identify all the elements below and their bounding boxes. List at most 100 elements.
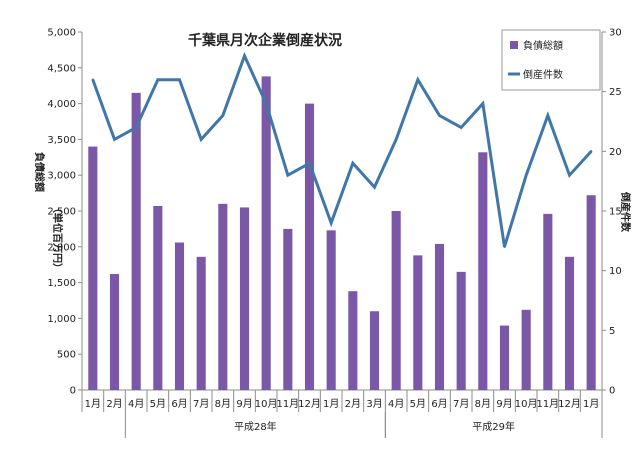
x-tick-label: 2月 [106, 398, 122, 410]
left-tick-label: 3,000 [47, 171, 76, 182]
x-tick-label: 5月 [410, 398, 426, 410]
right-tick-label: 20 [609, 147, 622, 158]
x-tick-label: 9月 [236, 398, 252, 410]
left-tick-label: 4,000 [47, 99, 76, 110]
legend-box [501, 29, 601, 91]
debt-bar [434, 243, 445, 390]
right-tick-label: 5 [609, 326, 615, 337]
debt-bar [109, 274, 120, 390]
bankruptcy-count-point [438, 114, 441, 117]
debt-bar [499, 325, 510, 390]
debt-bar [413, 255, 423, 390]
bankruptcy-count-point [394, 138, 398, 141]
right-tick-label: 25 [609, 87, 622, 98]
debt-bar [153, 205, 163, 390]
bankruptcy-count-point [503, 245, 506, 248]
debt-bar [88, 146, 98, 390]
bankruptcy-count-point [264, 102, 268, 105]
bankruptcy-count-point [568, 174, 571, 177]
left-axis-title-unit: （単位百万円） [51, 203, 64, 273]
bankruptcy-count-point [329, 221, 333, 225]
bankruptcy-count-point [156, 78, 160, 81]
debt-bar [326, 230, 336, 390]
x-tick-label: 3月 [366, 398, 382, 410]
bankruptcy-count-point [373, 185, 376, 189]
debt-bar [239, 207, 250, 390]
x-tick-label: 4月 [388, 398, 404, 410]
x-tick-label: 1月 [583, 398, 599, 410]
bankruptcy-count-point [243, 54, 246, 58]
bankruptcy-count-point [91, 78, 95, 81]
left-axis-title-main: 負債総額 [33, 152, 46, 192]
left-axis-title: 負債総額 （単位百万円） [33, 152, 64, 273]
x-tick-label: 4月 [128, 398, 144, 410]
bankruptcy-count-line [91, 51, 593, 248]
debt-bar [218, 203, 228, 390]
legend: 負債総額 倒産件数 [501, 29, 601, 91]
right-axis-title: 倒産件数 [619, 191, 632, 233]
debt-bar [283, 228, 293, 390]
bankruptcy-count-point [459, 126, 463, 129]
right-tick-label: 0 [609, 386, 615, 397]
bankruptcy-count-point [199, 138, 203, 141]
x-tick-label: 7月 [193, 398, 209, 410]
x-tick-label: 1月 [323, 398, 339, 410]
debt-bar [564, 256, 575, 390]
left-tick-label: 1,000 [47, 314, 76, 325]
debt-bar [304, 103, 315, 390]
chart-title: 千葉県月次企業倒産状況 [188, 32, 342, 49]
debt-bar [196, 256, 206, 390]
plot-area: 0 500 1,000 1,500 2,000 2,500 3,000 3,500 4,000 4… [47, 28, 622, 438]
legend-line-label: 倒産件数 [523, 68, 563, 81]
x-tick-label: 6月 [431, 398, 447, 410]
x-tick-label: 8月 [215, 398, 231, 410]
right-tick-label: 15 [609, 207, 622, 218]
debt-bar [521, 309, 531, 390]
bankruptcy-count-point [134, 126, 138, 129]
debt-bar [174, 242, 185, 390]
x-tick-label: 1月 [85, 398, 101, 410]
x-tick-label: 11月 [536, 398, 559, 410]
x-tick-label: 2月 [345, 398, 361, 410]
bankruptcy-count-point [178, 78, 181, 81]
debt-bar [543, 213, 553, 390]
group-label: 平成28年 [234, 420, 277, 433]
bankruptcy-count-point [416, 78, 420, 81]
debt-bar [456, 271, 466, 390]
debt-bar [348, 291, 358, 390]
bankruptcy-count-point [351, 162, 355, 165]
left-tick-label: 2,500 [47, 207, 76, 218]
x-tick-label: 8月 [475, 398, 491, 410]
x-tick-label: 7月 [453, 398, 469, 410]
left-tick-label: 5,000 [47, 28, 76, 39]
left-tick-label: 1,500 [47, 278, 76, 289]
bankruptcy-count-point [589, 150, 593, 153]
debt-bar [261, 76, 271, 390]
bankruptcy-count-point [286, 174, 290, 177]
right-tick-label: 10 [609, 266, 622, 277]
debt-bar [391, 211, 401, 390]
legend-bar-label: 負債総額 [523, 39, 563, 52]
debt-bar [586, 195, 596, 390]
left-tick-label: 3,500 [47, 135, 76, 146]
left-tick-label: 4,500 [47, 63, 76, 74]
x-tick-label: 12月 [558, 398, 581, 410]
debt-bar [478, 152, 488, 390]
left-tick-label: 2,000 [47, 242, 76, 253]
debt-bar [369, 311, 380, 390]
bankruptcy-count-point [546, 114, 550, 117]
bankruptcy-count-point [524, 174, 528, 177]
bankruptcy-count-point [481, 102, 485, 105]
x-tick-label: 10月 [255, 398, 278, 410]
bankruptcy-count-point [308, 162, 311, 165]
x-tick-label: 6月 [171, 398, 187, 410]
bankruptcy-count-point [221, 114, 225, 117]
bankruptcy-count-point [113, 138, 116, 141]
debt-bar [131, 92, 141, 391]
right-tick-label: 30 [609, 28, 622, 39]
left-tick-label: 500 [57, 350, 76, 361]
legend-bar-swatch [510, 41, 518, 49]
x-tick-label: 9月 [496, 398, 512, 410]
x-tick-label: 11月 [276, 398, 299, 410]
